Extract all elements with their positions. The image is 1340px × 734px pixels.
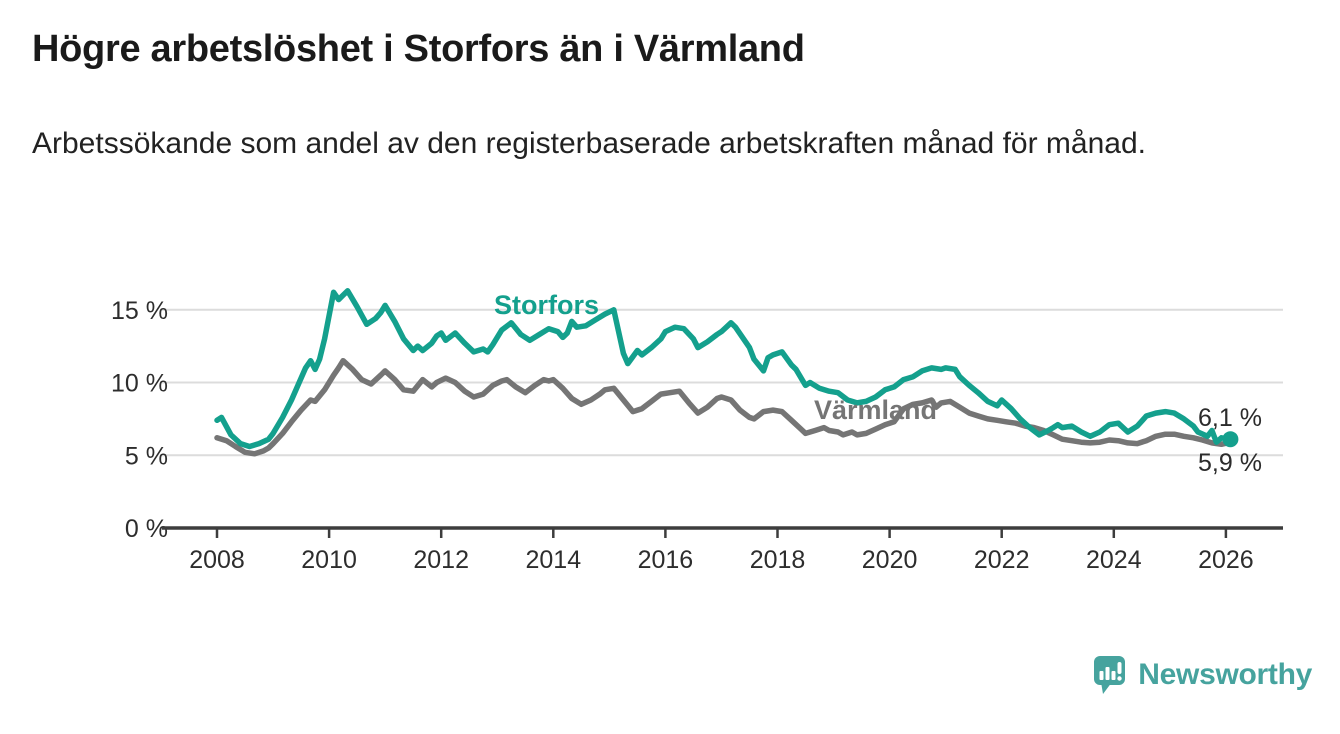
x-axis-tick-labels: 2008 2010 2012 2014 2016 2018 2020 2022 2024 2026 bbox=[189, 546, 1254, 574]
x-axis-tick-label: 2026 bbox=[1198, 546, 1254, 574]
y-axis-tick-label: 5 % bbox=[125, 442, 168, 470]
series-lines bbox=[214, 288, 1234, 457]
x-axis-tick-label: 2020 bbox=[862, 546, 918, 574]
storfors-end-point-marker bbox=[1222, 431, 1239, 448]
y-axis-tick-label: 0 % bbox=[125, 515, 168, 543]
page-subtitle: Arbetssökande som andel av den registerb… bbox=[32, 127, 1146, 160]
x-axis-tick-label: 2022 bbox=[974, 546, 1030, 574]
varmland-series-label: Värmland bbox=[814, 395, 937, 425]
y-axis-tick-labels: 0 % 5 % 10 % 15 % bbox=[111, 297, 168, 543]
y-axis-tick-label: 15 % bbox=[111, 297, 168, 325]
newsworthy-logo: Newsworthy bbox=[1092, 654, 1312, 696]
vrmland-line bbox=[214, 357, 1234, 457]
x-axis bbox=[162, 526, 1283, 538]
page-title: Högre arbetslöshet i Storfors än i Värml… bbox=[32, 28, 805, 70]
storfors-line bbox=[214, 288, 1234, 450]
varmland-end-value-label: 5,9 % bbox=[1198, 449, 1262, 477]
newsworthy-logo-text: Newsworthy bbox=[1138, 658, 1312, 691]
newsworthy-logo-icon bbox=[1094, 656, 1126, 694]
x-axis-tick-label: 2008 bbox=[189, 546, 245, 574]
x-axis-tick-label: 2024 bbox=[1086, 546, 1142, 574]
storfors-series-label: Storfors bbox=[494, 290, 599, 320]
y-axis-tick-label: 10 % bbox=[111, 370, 168, 398]
x-axis-tick-label: 2016 bbox=[638, 546, 694, 574]
storfors-end-value-label: 6,1 % bbox=[1198, 404, 1262, 432]
x-axis-tick-label: 2014 bbox=[525, 546, 581, 574]
x-axis-tick-label: 2018 bbox=[750, 546, 806, 574]
gridlines bbox=[162, 308, 1283, 457]
x-axis-tick-label: 2012 bbox=[413, 546, 469, 574]
x-axis-tick-label: 2010 bbox=[301, 546, 357, 574]
